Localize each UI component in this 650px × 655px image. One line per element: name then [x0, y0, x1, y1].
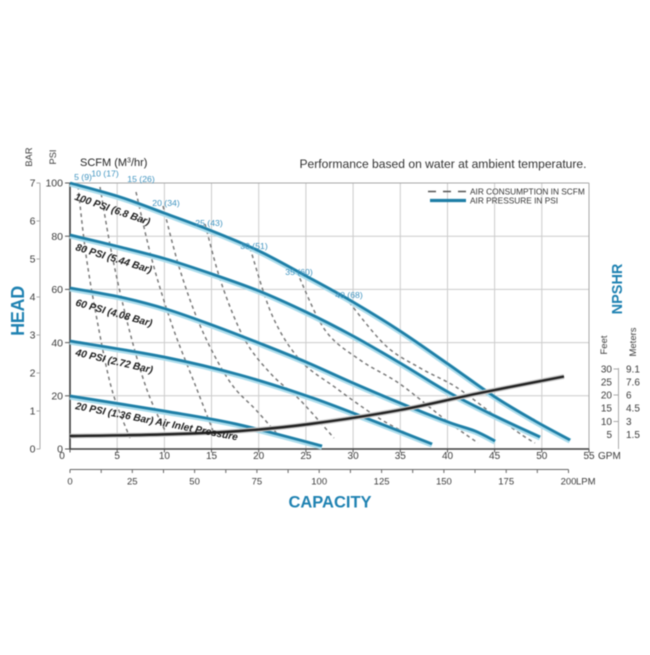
svg-text:60: 60 [51, 284, 63, 296]
svg-text:Performance based on water at: Performance based on water at ambient te… [299, 157, 586, 171]
svg-text:4: 4 [30, 292, 36, 304]
svg-text:40: 40 [442, 451, 454, 462]
svg-text:35 (60): 35 (60) [285, 267, 313, 277]
svg-text:75: 75 [252, 477, 263, 488]
svg-text:2: 2 [30, 368, 36, 380]
svg-text:25: 25 [127, 477, 138, 488]
svg-text:125: 125 [374, 477, 390, 488]
svg-text:5: 5 [114, 451, 120, 462]
svg-text:BAR: BAR [24, 147, 34, 166]
svg-text:3: 3 [30, 330, 36, 342]
svg-text:175: 175 [498, 477, 514, 488]
svg-text:25 (43): 25 (43) [195, 218, 223, 228]
svg-text:10: 10 [601, 417, 613, 428]
svg-text:55: 55 [583, 451, 595, 462]
svg-text:5: 5 [606, 430, 612, 441]
svg-text:0: 0 [30, 444, 36, 456]
svg-text:200: 200 [561, 477, 577, 488]
svg-text:45: 45 [489, 451, 501, 462]
svg-text:100: 100 [45, 178, 63, 190]
svg-text:1.5: 1.5 [626, 430, 640, 441]
svg-text:15: 15 [601, 404, 613, 415]
svg-text:HEAD: HEAD [8, 286, 28, 336]
svg-text:80: 80 [51, 231, 63, 243]
svg-text:5 (9): 5 (9) [74, 172, 92, 182]
svg-text:1: 1 [30, 406, 36, 418]
svg-text:100: 100 [311, 477, 327, 488]
svg-text:0: 0 [67, 477, 72, 488]
svg-text:15: 15 [206, 451, 218, 462]
svg-text:40: 40 [51, 337, 63, 349]
svg-text:15 (26): 15 (26) [127, 174, 155, 184]
svg-text:10: 10 [159, 451, 171, 462]
svg-text:30: 30 [601, 365, 613, 376]
svg-text:0: 0 [59, 451, 65, 462]
svg-text:6: 6 [626, 391, 632, 402]
svg-text:SCFM (M3/hr): SCFM (M3/hr) [80, 157, 147, 169]
svg-text:Feet: Feet [599, 335, 610, 354]
svg-text:50: 50 [536, 451, 548, 462]
svg-text:20: 20 [51, 391, 63, 403]
svg-text:25: 25 [601, 378, 613, 389]
svg-text:AIR PRESSURE IN PSI: AIR PRESSURE IN PSI [470, 196, 558, 206]
svg-text:7: 7 [30, 178, 36, 190]
svg-text:PSI: PSI [48, 150, 58, 165]
svg-text:Meters: Meters [628, 327, 639, 356]
svg-text:AIR CONSUMPTION IN SCFM: AIR CONSUMPTION IN SCFM [470, 187, 585, 197]
svg-text:3: 3 [626, 417, 632, 428]
svg-text:10 (17): 10 (17) [91, 169, 119, 179]
svg-text:35: 35 [395, 451, 407, 462]
svg-text:20: 20 [601, 391, 613, 402]
svg-text:4.5: 4.5 [626, 404, 640, 415]
svg-text:5: 5 [30, 254, 36, 266]
svg-text:30 (51): 30 (51) [240, 241, 268, 251]
svg-text:40 (68): 40 (68) [335, 290, 363, 300]
svg-text:25: 25 [300, 451, 312, 462]
svg-text:GPM: GPM [598, 451, 621, 462]
svg-text:20 (34): 20 (34) [152, 198, 180, 208]
svg-text:150: 150 [436, 477, 452, 488]
svg-text:CAPACITY: CAPACITY [288, 494, 371, 512]
svg-text:30: 30 [348, 451, 360, 462]
svg-text:NPSHR: NPSHR [610, 263, 626, 314]
svg-text:50: 50 [189, 477, 200, 488]
svg-text:LPM: LPM [576, 477, 596, 488]
svg-text:9.1: 9.1 [626, 365, 640, 376]
svg-text:20: 20 [253, 451, 265, 462]
svg-text:7.6: 7.6 [626, 378, 640, 389]
svg-text:0: 0 [57, 444, 63, 456]
svg-text:6: 6 [30, 216, 36, 228]
